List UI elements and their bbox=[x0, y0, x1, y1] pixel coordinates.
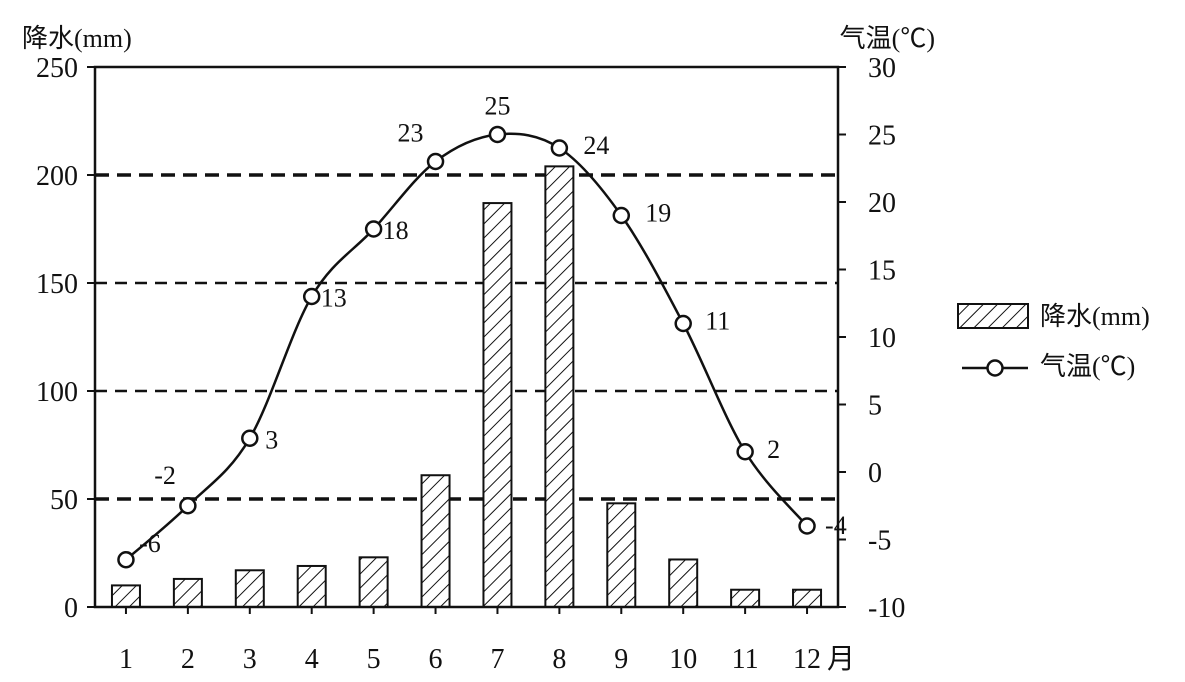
left-tick-label: 250 bbox=[36, 53, 78, 84]
temperature-line-path bbox=[125, 132, 809, 561]
plot-border bbox=[93, 65, 840, 609]
precipitation-bar bbox=[482, 202, 513, 609]
temperature-point bbox=[302, 287, 321, 306]
temperature-line: -6 -2 3 13 18 23 25 24 19 11 2 -4 bbox=[117, 92, 847, 569]
temperature-data-label: 11 bbox=[705, 307, 730, 336]
right-tick-label: 25 bbox=[868, 121, 896, 152]
right-tick-label: 5 bbox=[868, 391, 882, 422]
temperature-point bbox=[117, 551, 135, 569]
precipitation-bar bbox=[730, 588, 761, 608]
right-axis-label: 气温(℃) bbox=[840, 24, 935, 53]
right-tick-label: 20 bbox=[868, 188, 896, 219]
x-tick-label: 11 bbox=[732, 644, 759, 675]
precipitation-bar bbox=[234, 569, 265, 609]
x-tick-label: 1 bbox=[119, 644, 133, 675]
right-tick-label: -10 bbox=[868, 593, 905, 624]
temperature-point bbox=[674, 314, 692, 333]
x-tick-label: 3 bbox=[243, 644, 257, 675]
left-tick-label: 100 bbox=[36, 377, 78, 408]
temperature-point bbox=[488, 125, 507, 144]
precipitation-bar bbox=[792, 588, 823, 608]
x-axis-unit: 月 bbox=[827, 644, 855, 675]
temperature-data-label: 18 bbox=[383, 216, 409, 245]
x-tick-label: 7 bbox=[490, 644, 504, 675]
precipitation-bar bbox=[420, 474, 451, 608]
precipitation-bar bbox=[668, 558, 699, 608]
x-tick-label: 4 bbox=[305, 644, 319, 675]
precipitation-bar bbox=[544, 165, 575, 609]
right-tick-label: 10 bbox=[868, 323, 896, 354]
temperature-data-label: 13 bbox=[321, 284, 347, 313]
precipitation-bar bbox=[358, 556, 389, 609]
right-tick-label: 15 bbox=[868, 256, 896, 287]
x-tick-label: 2 bbox=[181, 644, 195, 675]
temperature-point bbox=[364, 220, 383, 238]
temperature-data-label: 25 bbox=[484, 92, 510, 121]
right-tick-label: 0 bbox=[868, 458, 882, 489]
precipitation-bars bbox=[110, 165, 823, 609]
left-tick-label: 50 bbox=[50, 485, 78, 516]
legend: 降水(mm) 气温(℃) bbox=[957, 302, 1150, 381]
x-tick-label: 9 bbox=[614, 644, 628, 675]
legend-temperature-marker bbox=[986, 359, 1004, 377]
left-tick-label: 200 bbox=[36, 161, 78, 192]
precipitation-bar bbox=[172, 577, 203, 608]
left-tick-label: 150 bbox=[36, 269, 78, 300]
temperature-data-label: 23 bbox=[398, 119, 424, 148]
x-tick-label: 12 bbox=[793, 644, 821, 675]
temperature-data-label: 3 bbox=[265, 425, 278, 454]
temperature-point bbox=[426, 152, 445, 171]
gridlines bbox=[95, 173, 838, 501]
x-tick-label: 5 bbox=[367, 644, 381, 675]
temperature-data-label: -4 bbox=[825, 511, 847, 540]
left-tick-label: 0 bbox=[64, 593, 78, 624]
temperature-point bbox=[179, 497, 197, 515]
temperature-data-label: 2 bbox=[767, 435, 780, 464]
legend-precipitation-label: 降水(mm) bbox=[1040, 302, 1150, 331]
plot-frame bbox=[93, 65, 840, 609]
temperature-point bbox=[241, 429, 259, 447]
temperature-data-label: -6 bbox=[139, 529, 161, 558]
temperature-data-label: -2 bbox=[154, 461, 176, 490]
temperature-point bbox=[798, 517, 816, 535]
left-axis-label: 降水(mm) bbox=[22, 24, 132, 53]
x-tick-label: 8 bbox=[552, 644, 566, 675]
temperature-data-label: 19 bbox=[645, 199, 671, 228]
right-tick-label: 30 bbox=[868, 53, 896, 84]
temperature-point bbox=[612, 206, 631, 225]
legend-precipitation-swatch bbox=[957, 303, 1029, 329]
temperature-point bbox=[550, 139, 569, 157]
precipitation-bar bbox=[296, 564, 327, 609]
temperature-point bbox=[736, 443, 754, 461]
x-tick-label: 10 bbox=[669, 644, 697, 675]
legend-temperature-label: 气温(℃) bbox=[1040, 352, 1135, 381]
temperature-data-label: 24 bbox=[583, 131, 609, 160]
x-tick-label: 6 bbox=[429, 644, 443, 675]
precipitation-bar bbox=[110, 584, 141, 609]
precipitation-bar bbox=[606, 502, 637, 609]
right-tick-label: -5 bbox=[868, 526, 891, 557]
